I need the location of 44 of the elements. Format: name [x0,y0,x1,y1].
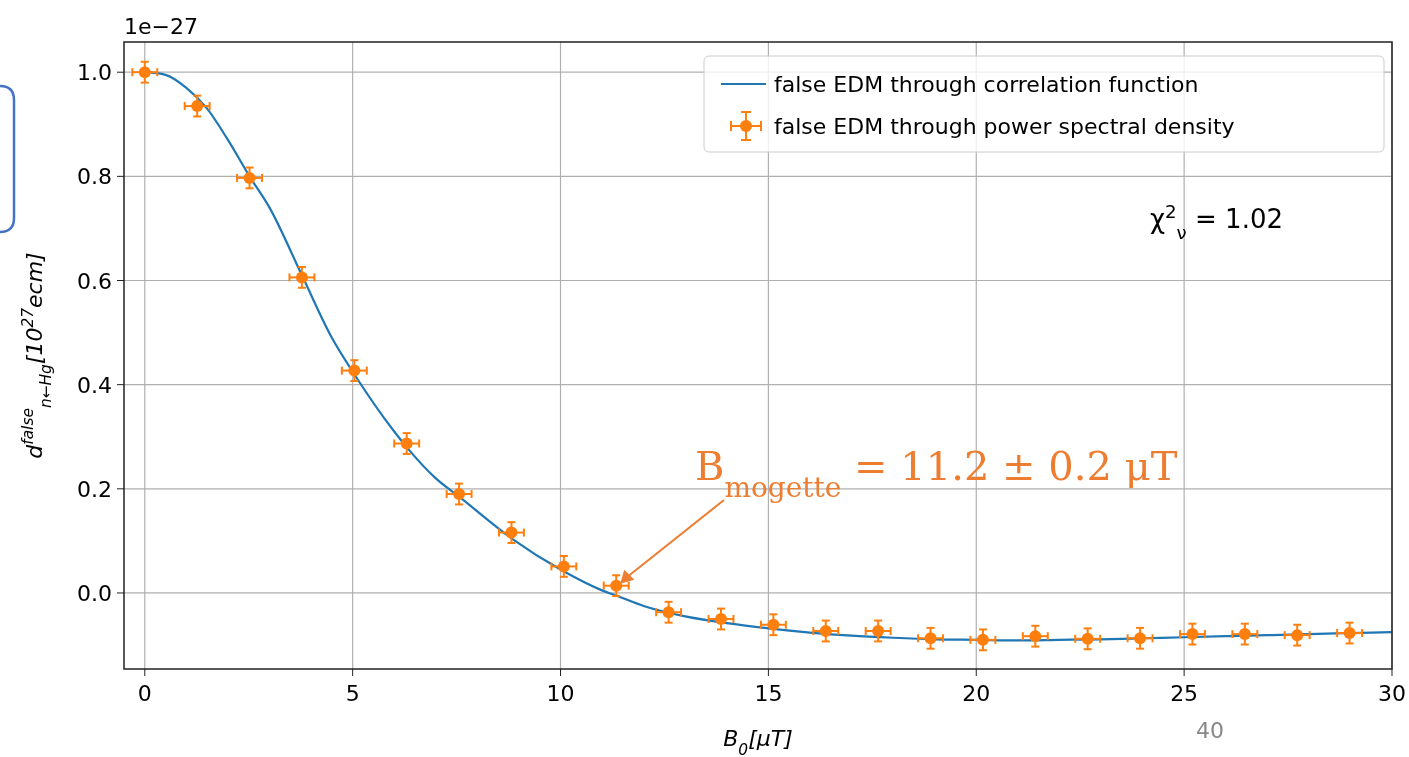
x-tick-label: 20 [962,681,991,706]
point [348,364,361,377]
point [976,633,989,646]
legend-label: false EDM through correlation function [774,72,1199,97]
point [453,488,466,501]
x-tick-label: 10 [546,681,575,706]
point [1291,629,1304,642]
y-tick-label: 0.4 [77,372,112,398]
point [400,437,413,450]
x-tick-label: 25 [1170,681,1199,706]
point [138,66,151,79]
x-tick-label: 5 [345,681,360,706]
annotation: χ$^{2}$$_{ν}$ = 1.02 [1150,200,1283,243]
point [1134,632,1147,645]
point [610,579,623,592]
legend-label: false EDM through power spectral density [774,114,1235,139]
point [243,171,256,184]
point [662,606,675,619]
point [872,624,885,637]
point [1238,628,1251,641]
annotation: B$_{mogette}$ = 11.2 ± 0.2 μT [695,443,1178,504]
point [191,100,204,113]
point [1186,628,1199,641]
y-tick-label: 1.0 [77,60,112,86]
x-axis-title: B$_{0}$[μT] [723,726,793,757]
y-tick-label: 0.6 [77,268,112,294]
point [295,271,308,284]
x-tick-label: 15 [754,681,783,706]
x-tick-label: 0 [137,681,152,706]
point [715,613,727,626]
point [767,618,780,631]
y-tick-label: 0.2 [77,476,112,502]
point [819,624,832,637]
text: 40 [1196,718,1224,743]
point [557,560,570,573]
point [924,632,937,645]
point [1343,627,1356,640]
y-tick-label: 0.8 [77,164,112,190]
text: 1e−27 [124,14,198,39]
y-tick-label: 0.0 [77,580,112,606]
x-tick-label: 30 [1378,681,1406,706]
point [505,526,518,539]
point [1029,630,1042,643]
point [1081,632,1094,645]
